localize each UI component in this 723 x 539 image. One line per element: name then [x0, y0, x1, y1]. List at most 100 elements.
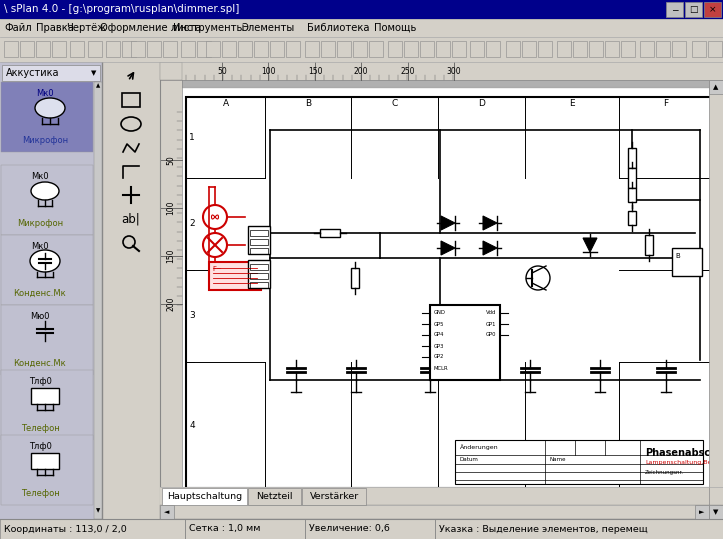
Text: Правка: Правка	[36, 23, 74, 33]
Text: Оформление листа: Оформление листа	[100, 23, 201, 33]
Bar	[31, 453, 59, 469]
Bar	[538, 41, 552, 57]
Text: Указка : Выделение элементов, перемещ: Указка : Выделение элементов, перемещ	[439, 524, 648, 534]
Bar	[695, 505, 709, 519]
Bar	[430, 305, 500, 380]
Text: Библиотека: Библиотека	[307, 23, 369, 33]
Circle shape	[203, 233, 227, 257]
Bar	[286, 41, 300, 57]
Text: Verstärker: Verstärker	[309, 492, 359, 501]
Bar	[160, 505, 174, 519]
Text: Мк0: Мк0	[36, 89, 54, 98]
Text: ×: ×	[709, 5, 716, 14]
Bar	[36, 41, 50, 57]
Text: 50: 50	[217, 66, 227, 75]
Bar	[709, 80, 723, 519]
Bar	[0, 519, 185, 539]
Text: □: □	[689, 5, 698, 14]
Bar	[122, 41, 136, 57]
Text: Аккустика: Аккустика	[6, 68, 59, 78]
Bar	[692, 41, 706, 57]
Bar	[0, 519, 723, 539]
Text: Name: Name	[550, 457, 567, 462]
Text: Координаты : 113,0 / 2,0: Координаты : 113,0 / 2,0	[4, 524, 127, 534]
Text: B: B	[675, 253, 680, 259]
Bar	[238, 41, 252, 57]
Text: Элементы: Элементы	[241, 23, 294, 33]
Bar	[351, 268, 359, 288]
Bar	[185, 519, 305, 539]
Text: Микрофон: Микрофон	[22, 136, 68, 145]
Ellipse shape	[30, 250, 60, 272]
Bar	[106, 41, 120, 57]
Text: ▼: ▼	[714, 509, 719, 515]
Text: Vdd: Vdd	[486, 310, 496, 315]
Text: Änderungen: Änderungen	[460, 444, 499, 450]
Circle shape	[203, 205, 227, 229]
Bar	[162, 488, 247, 505]
Bar	[1, 235, 93, 305]
Bar	[2, 65, 100, 81]
Text: 200: 200	[166, 297, 176, 311]
Bar	[52, 41, 66, 57]
Bar	[709, 505, 723, 519]
Bar	[628, 168, 636, 188]
Bar	[160, 505, 723, 519]
Bar	[557, 41, 571, 57]
Bar	[704, 2, 721, 17]
Text: Мю0: Мю0	[30, 312, 50, 321]
Bar	[248, 488, 301, 505]
Text: Телефон: Телефон	[21, 424, 59, 433]
Text: D: D	[478, 99, 485, 107]
Bar	[250, 273, 268, 279]
Bar	[131, 41, 145, 57]
Bar	[70, 41, 84, 57]
Bar	[250, 239, 268, 245]
Text: Мк0: Мк0	[31, 242, 49, 251]
Bar	[645, 235, 653, 255]
Bar	[605, 41, 619, 57]
Bar	[435, 519, 723, 539]
Text: Конденс.Мк: Конденс.Мк	[14, 289, 67, 298]
Text: Чертёж: Чертёж	[66, 23, 106, 33]
Text: E: E	[569, 99, 575, 107]
Bar	[369, 41, 383, 57]
Bar	[102, 62, 160, 519]
Bar	[320, 229, 340, 237]
Bar	[486, 41, 500, 57]
Text: 200: 200	[354, 66, 368, 75]
Text: \ sPlan 4.0 - [g:\program\rusplan\dimmer.spl]: \ sPlan 4.0 - [g:\program\rusplan\dimmer…	[4, 4, 239, 15]
Text: ◄: ◄	[164, 509, 170, 515]
Text: Файл: Файл	[4, 23, 32, 33]
Text: Мк0: Мк0	[31, 172, 49, 181]
Polygon shape	[441, 241, 455, 255]
Text: Инструменты: Инструменты	[173, 23, 244, 33]
Text: GND: GND	[434, 310, 446, 315]
Bar	[248, 226, 270, 254]
Bar	[160, 62, 182, 80]
Bar	[222, 41, 236, 57]
Bar	[4, 41, 18, 57]
Text: Тлф0: Тлф0	[29, 377, 51, 386]
Bar	[182, 80, 709, 505]
Bar	[160, 487, 723, 505]
Text: A: A	[223, 99, 228, 107]
Text: GP4: GP4	[434, 333, 445, 337]
Text: Микрофон: Микрофон	[17, 219, 63, 228]
Text: 100: 100	[261, 66, 275, 75]
Text: ▲: ▲	[714, 84, 719, 90]
Bar	[506, 41, 520, 57]
Bar	[0, 19, 723, 37]
Text: 100: 100	[166, 201, 176, 215]
Bar	[470, 41, 484, 57]
Bar	[685, 2, 702, 17]
Bar	[250, 230, 268, 236]
Bar	[197, 41, 211, 57]
Bar	[270, 41, 284, 57]
Bar	[436, 41, 450, 57]
Text: Lampenschaltung,Bereich,Nachtmodus: Lampenschaltung,Bereich,Nachtmodus	[645, 460, 723, 465]
Bar	[621, 41, 635, 57]
Bar	[305, 519, 435, 539]
Text: C: C	[391, 99, 398, 107]
Bar	[709, 80, 723, 94]
